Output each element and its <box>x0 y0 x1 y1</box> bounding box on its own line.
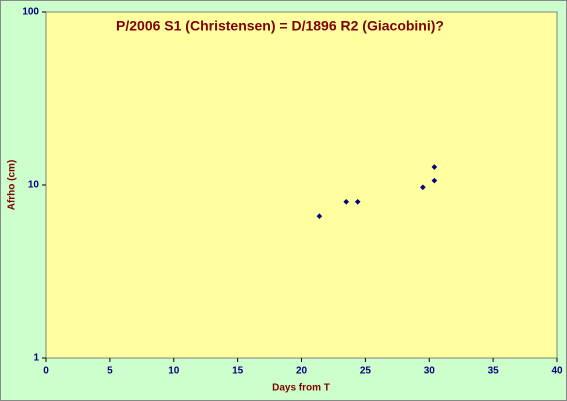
y-tick-label: 1 <box>33 353 39 364</box>
x-tick-label: 30 <box>424 366 436 377</box>
x-axis-label: Days from T <box>272 383 330 394</box>
data-point <box>431 177 438 184</box>
x-tick-label: 10 <box>168 366 180 377</box>
chart-title: P/2006 S1 (Christensen) = D/1896 R2 (Gia… <box>116 18 444 34</box>
x-tick-label: 40 <box>551 366 563 377</box>
data-point <box>354 198 361 205</box>
data-point <box>316 213 323 220</box>
data-point <box>431 164 438 170</box>
y-tick-label: 10 <box>28 180 40 191</box>
x-tick-label: 20 <box>296 366 308 377</box>
data-point <box>420 184 426 191</box>
data-point <box>343 198 350 205</box>
x-tick-label: 35 <box>488 366 500 377</box>
x-tick-label: 25 <box>360 366 372 377</box>
plot-area <box>45 11 558 359</box>
x-tick-label: 5 <box>107 366 113 377</box>
y-tick-label: 100 <box>22 7 39 18</box>
x-tick-label: 0 <box>43 366 49 377</box>
x-tick-label: 15 <box>232 366 244 377</box>
y-axis-label: Afrho (cm) <box>7 160 18 211</box>
